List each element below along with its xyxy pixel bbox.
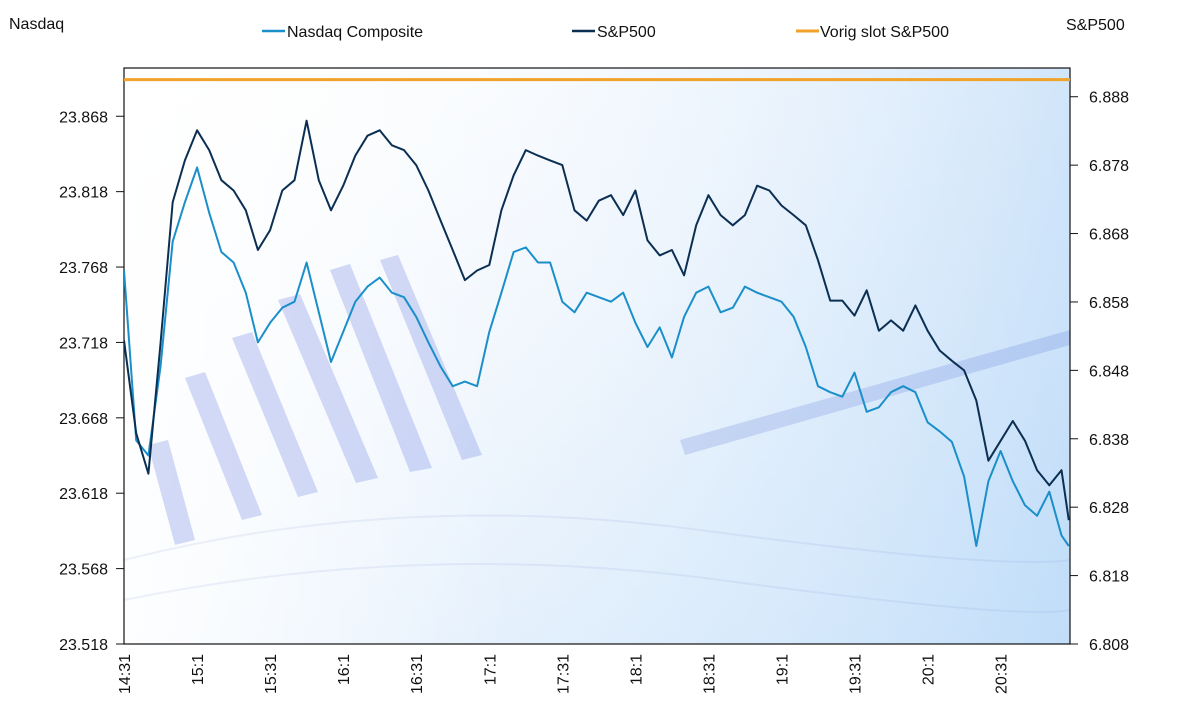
left-axis-tick-label: 23.818	[59, 185, 108, 202]
legend-item-nasdaq[interactable]: Nasdaq Composite	[262, 24, 423, 41]
left-axis-tick-label: 23.568	[59, 562, 108, 579]
plot-frame	[123, 67, 1071, 645]
right-axis-tick-label: 6.848	[1089, 363, 1129, 380]
legend: Nasdaq Composite S&P500 Vorig slot S&P50…	[262, 24, 949, 41]
right-axis-tick-label: 6.878	[1089, 158, 1129, 175]
series-line-nasdaq	[124, 166, 1070, 547]
x-axis-tick-label: 20:31	[994, 654, 1011, 694]
legend-item-sp500[interactable]: S&P500	[572, 24, 656, 41]
left-axis-tick-label: 23.868	[59, 109, 108, 126]
x-axis-tick-label: 15:1	[190, 654, 207, 685]
x-axis-tick-label: 19:1	[774, 654, 791, 685]
right-axis-tick-label: 6.808	[1089, 637, 1129, 654]
right-axis-tick-label: 6.858	[1089, 295, 1129, 312]
left-axis-title: Nasdaq	[9, 16, 64, 33]
left-axis-tick-label: 23.518	[59, 637, 108, 654]
left-axis-tick-label: 23.618	[59, 486, 108, 503]
series-line-sp500	[124, 119, 1070, 521]
x-axis: 14:31 15:1 15:31 16:1 16:31 17:1 17:31 18:1 18:3…	[117, 654, 1011, 694]
right-axis-title: S&P500	[1066, 17, 1125, 34]
right-axis-tick-label: 6.838	[1089, 432, 1129, 449]
x-axis-tick-label: 20:1	[921, 654, 938, 685]
legend-label-nasdaq: Nasdaq Composite	[287, 24, 423, 41]
legend-label-sp500: S&P500	[597, 24, 656, 41]
x-axis-tick-label: 17:31	[555, 654, 572, 694]
left-axis-tick-label: 23.768	[59, 260, 108, 277]
right-axis-tick-label: 6.818	[1089, 569, 1129, 586]
right-axis-tick-label: 6.828	[1089, 500, 1129, 517]
x-axis-tick-label: 17:1	[482, 654, 499, 685]
x-axis-tick-label: 16:31	[409, 654, 426, 694]
x-axis-tick-label: 14:31	[117, 654, 134, 694]
x-axis-tick-label: 15:31	[263, 654, 280, 694]
plot-background	[124, 68, 1070, 644]
x-axis-tick-label: 16:1	[336, 654, 353, 685]
right-axis-tick-label: 6.888	[1089, 90, 1129, 107]
left-axis-tick-label: 23.668	[59, 411, 108, 428]
left-axis: 23.518 23.568 23.618 23.668 23.718 23.768 23.8…	[59, 109, 124, 654]
left-axis-tick-label: 23.718	[59, 335, 108, 352]
x-axis-tick-label: 18:31	[701, 654, 718, 694]
series-layer	[124, 78, 1070, 547]
legend-item-previous-close[interactable]: Vorig slot S&P500	[796, 24, 949, 41]
x-axis-tick-label: 19:31	[848, 654, 865, 694]
x-axis-tick-label: 18:1	[628, 654, 645, 685]
right-axis-tick-label: 6.868	[1089, 227, 1129, 244]
right-axis: 6.808 6.818 6.828 6.838 6.848 6.858 6.868 6.878…	[1070, 90, 1129, 654]
legend-label-previous-close: Vorig slot S&P500	[820, 24, 949, 41]
